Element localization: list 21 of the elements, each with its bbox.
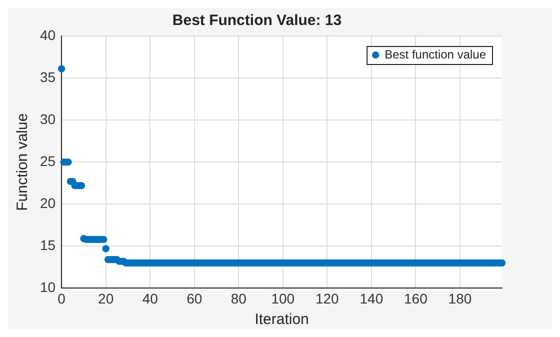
x-tick-label: 120: [315, 290, 340, 306]
y-tick-label: 20: [40, 194, 56, 211]
chart-title: Best Function Value: 13: [172, 12, 342, 30]
x-tick-label: 60: [186, 290, 202, 306]
x-tick-label: 80: [230, 290, 247, 306]
x-axis-title: Iteration: [254, 311, 309, 328]
y-axis-title: Function value: [14, 113, 32, 211]
y-tick-label: 15: [40, 237, 56, 254]
x-tick-label: 0: [58, 290, 66, 306]
x-tick-label: 180: [448, 290, 472, 306]
x-tick-label: 140: [360, 290, 384, 306]
x-tick-label: 20: [98, 290, 114, 306]
y-tick-label: 30: [40, 110, 56, 127]
y-tick-label: 40: [40, 26, 56, 43]
legend-label: Best function value: [384, 47, 486, 62]
y-tick-label: 25: [40, 152, 56, 169]
x-tick-label: 160: [404, 290, 428, 306]
x-tick-label: 100: [271, 290, 295, 306]
y-tick-label: 35: [40, 68, 56, 85]
y-tick-label: 10: [40, 279, 56, 296]
x-tick-label: 40: [142, 290, 158, 306]
